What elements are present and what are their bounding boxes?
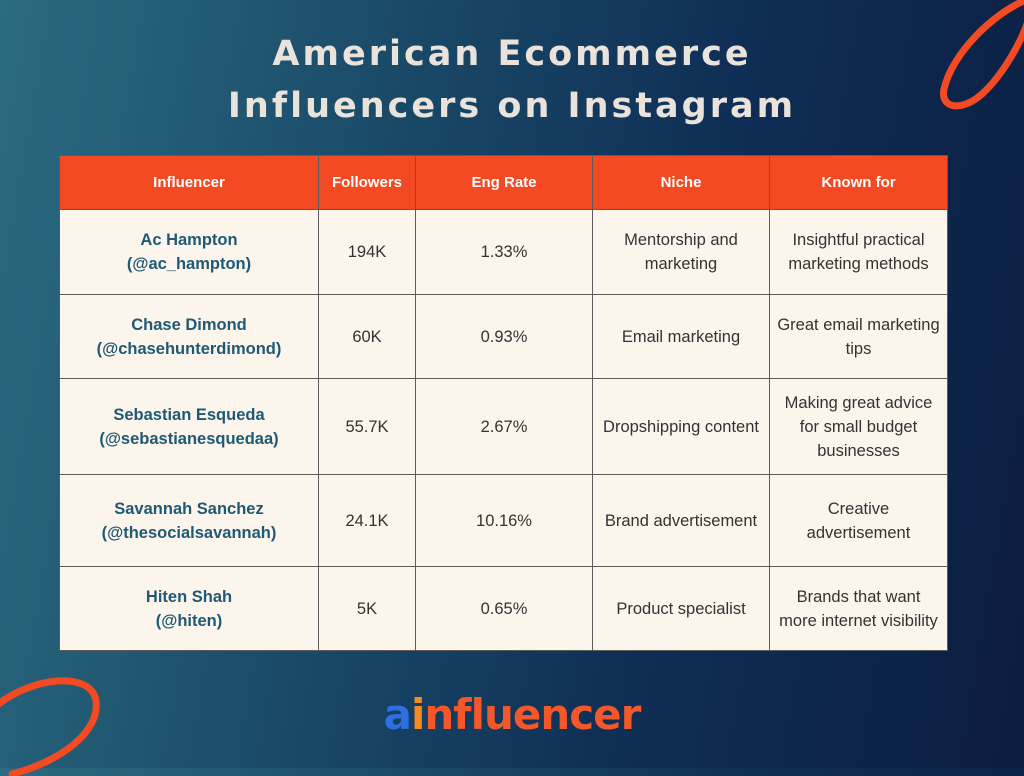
influencer-handle: (@ac_hampton) bbox=[126, 255, 252, 273]
influencer-handle: (@sebastianesquedaa) bbox=[99, 429, 279, 448]
niche-cell: Dropshipping content bbox=[592, 378, 770, 475]
known-for-cell: Great email marketing tips bbox=[769, 294, 948, 379]
header-eng-rate: Eng Rate bbox=[415, 155, 593, 210]
influencer-name: Hiten Shah bbox=[145, 587, 233, 606]
known-for-cell: Making great advice for small budget bus… bbox=[769, 378, 948, 475]
decorative-swoosh-top-right bbox=[940, 0, 1024, 110]
table-row: Savannah Sanchez (@thesocialsavannah) 24… bbox=[59, 474, 948, 567]
influencer-name: Chase Dimond bbox=[131, 315, 247, 334]
ainfluencer-logo: ainfluencer bbox=[0, 690, 1024, 739]
header-influencer: Influencer bbox=[59, 155, 319, 210]
eng-rate-cell: 0.93% bbox=[415, 294, 593, 379]
influencer-cell: Savannah Sanchez (@thesocialsavannah) bbox=[59, 474, 319, 567]
header-known-for: Known for bbox=[769, 155, 948, 210]
header-niche: Niche bbox=[592, 155, 770, 210]
table-header-row: Influencer Followers Eng Rate Niche Know… bbox=[59, 155, 948, 210]
followers-cell: 60K bbox=[318, 294, 416, 379]
known-for-cell: Brands that want more internet visibilit… bbox=[769, 566, 948, 651]
page-title: American Ecommerce Influencers on Instag… bbox=[0, 28, 1024, 132]
followers-cell: 194K bbox=[318, 209, 416, 295]
table-row: Hiten Shah (@hiten) 5K 0.65% Product spe… bbox=[59, 566, 948, 651]
influencer-cell: Sebastian Esqueda (@sebastianesquedaa) bbox=[59, 378, 319, 475]
logo-part-nfluencer: nfluencer bbox=[424, 690, 641, 739]
followers-cell: 24.1K bbox=[318, 474, 416, 567]
header-followers: Followers bbox=[318, 155, 416, 210]
niche-cell: Brand advertisement bbox=[592, 474, 770, 567]
influencer-name: Savannah Sanchez bbox=[114, 499, 264, 518]
eng-rate-cell: 2.67% bbox=[415, 378, 593, 475]
known-for-cell: Insightful practical marketing methods bbox=[769, 209, 948, 295]
influencer-handle: (@thesocialsavannah) bbox=[101, 523, 277, 542]
eng-rate-cell: 10.16% bbox=[415, 474, 593, 567]
influencer-table: Influencer Followers Eng Rate Niche Know… bbox=[59, 155, 948, 651]
influencer-cell: Chase Dimond (@chasehunterdimond) bbox=[59, 294, 319, 379]
followers-cell: 55.7K bbox=[318, 378, 416, 475]
influencer-handle: (@chasehunterdimond) bbox=[96, 339, 282, 358]
title-line-1: American Ecommerce bbox=[272, 34, 752, 74]
influencer-name: Sebastian Esqueda bbox=[113, 405, 265, 424]
followers-cell: 5K bbox=[318, 566, 416, 651]
table-row: Ac Hampton (@ac_hampton) 194K 1.33% Ment… bbox=[59, 209, 948, 295]
influencer-handle: (@hiten) bbox=[155, 611, 223, 630]
title-line-2: Influencers on Instagram bbox=[227, 86, 797, 126]
logo-part-i: i bbox=[410, 690, 425, 739]
known-for-cell: Creative advertisement bbox=[769, 474, 948, 567]
niche-cell: Product specialist bbox=[592, 566, 770, 651]
table-row: Sebastian Esqueda (@sebastianesquedaa) 5… bbox=[59, 378, 948, 475]
decorative-swoosh-bottom-left bbox=[0, 677, 100, 776]
niche-cell: Email marketing bbox=[592, 294, 770, 379]
eng-rate-cell: 1.33% bbox=[415, 209, 593, 295]
logo-part-a: a bbox=[383, 690, 412, 739]
niche-cell: Mentorship and marketing bbox=[592, 209, 770, 295]
influencer-cell: Hiten Shah (@hiten) bbox=[59, 566, 319, 651]
table-row: Chase Dimond (@chasehunterdimond) 60K 0.… bbox=[59, 294, 948, 379]
eng-rate-cell: 0.65% bbox=[415, 566, 593, 651]
influencer-name: Ac Hampton bbox=[140, 231, 238, 249]
influencer-cell: Ac Hampton (@ac_hampton) bbox=[59, 209, 319, 295]
